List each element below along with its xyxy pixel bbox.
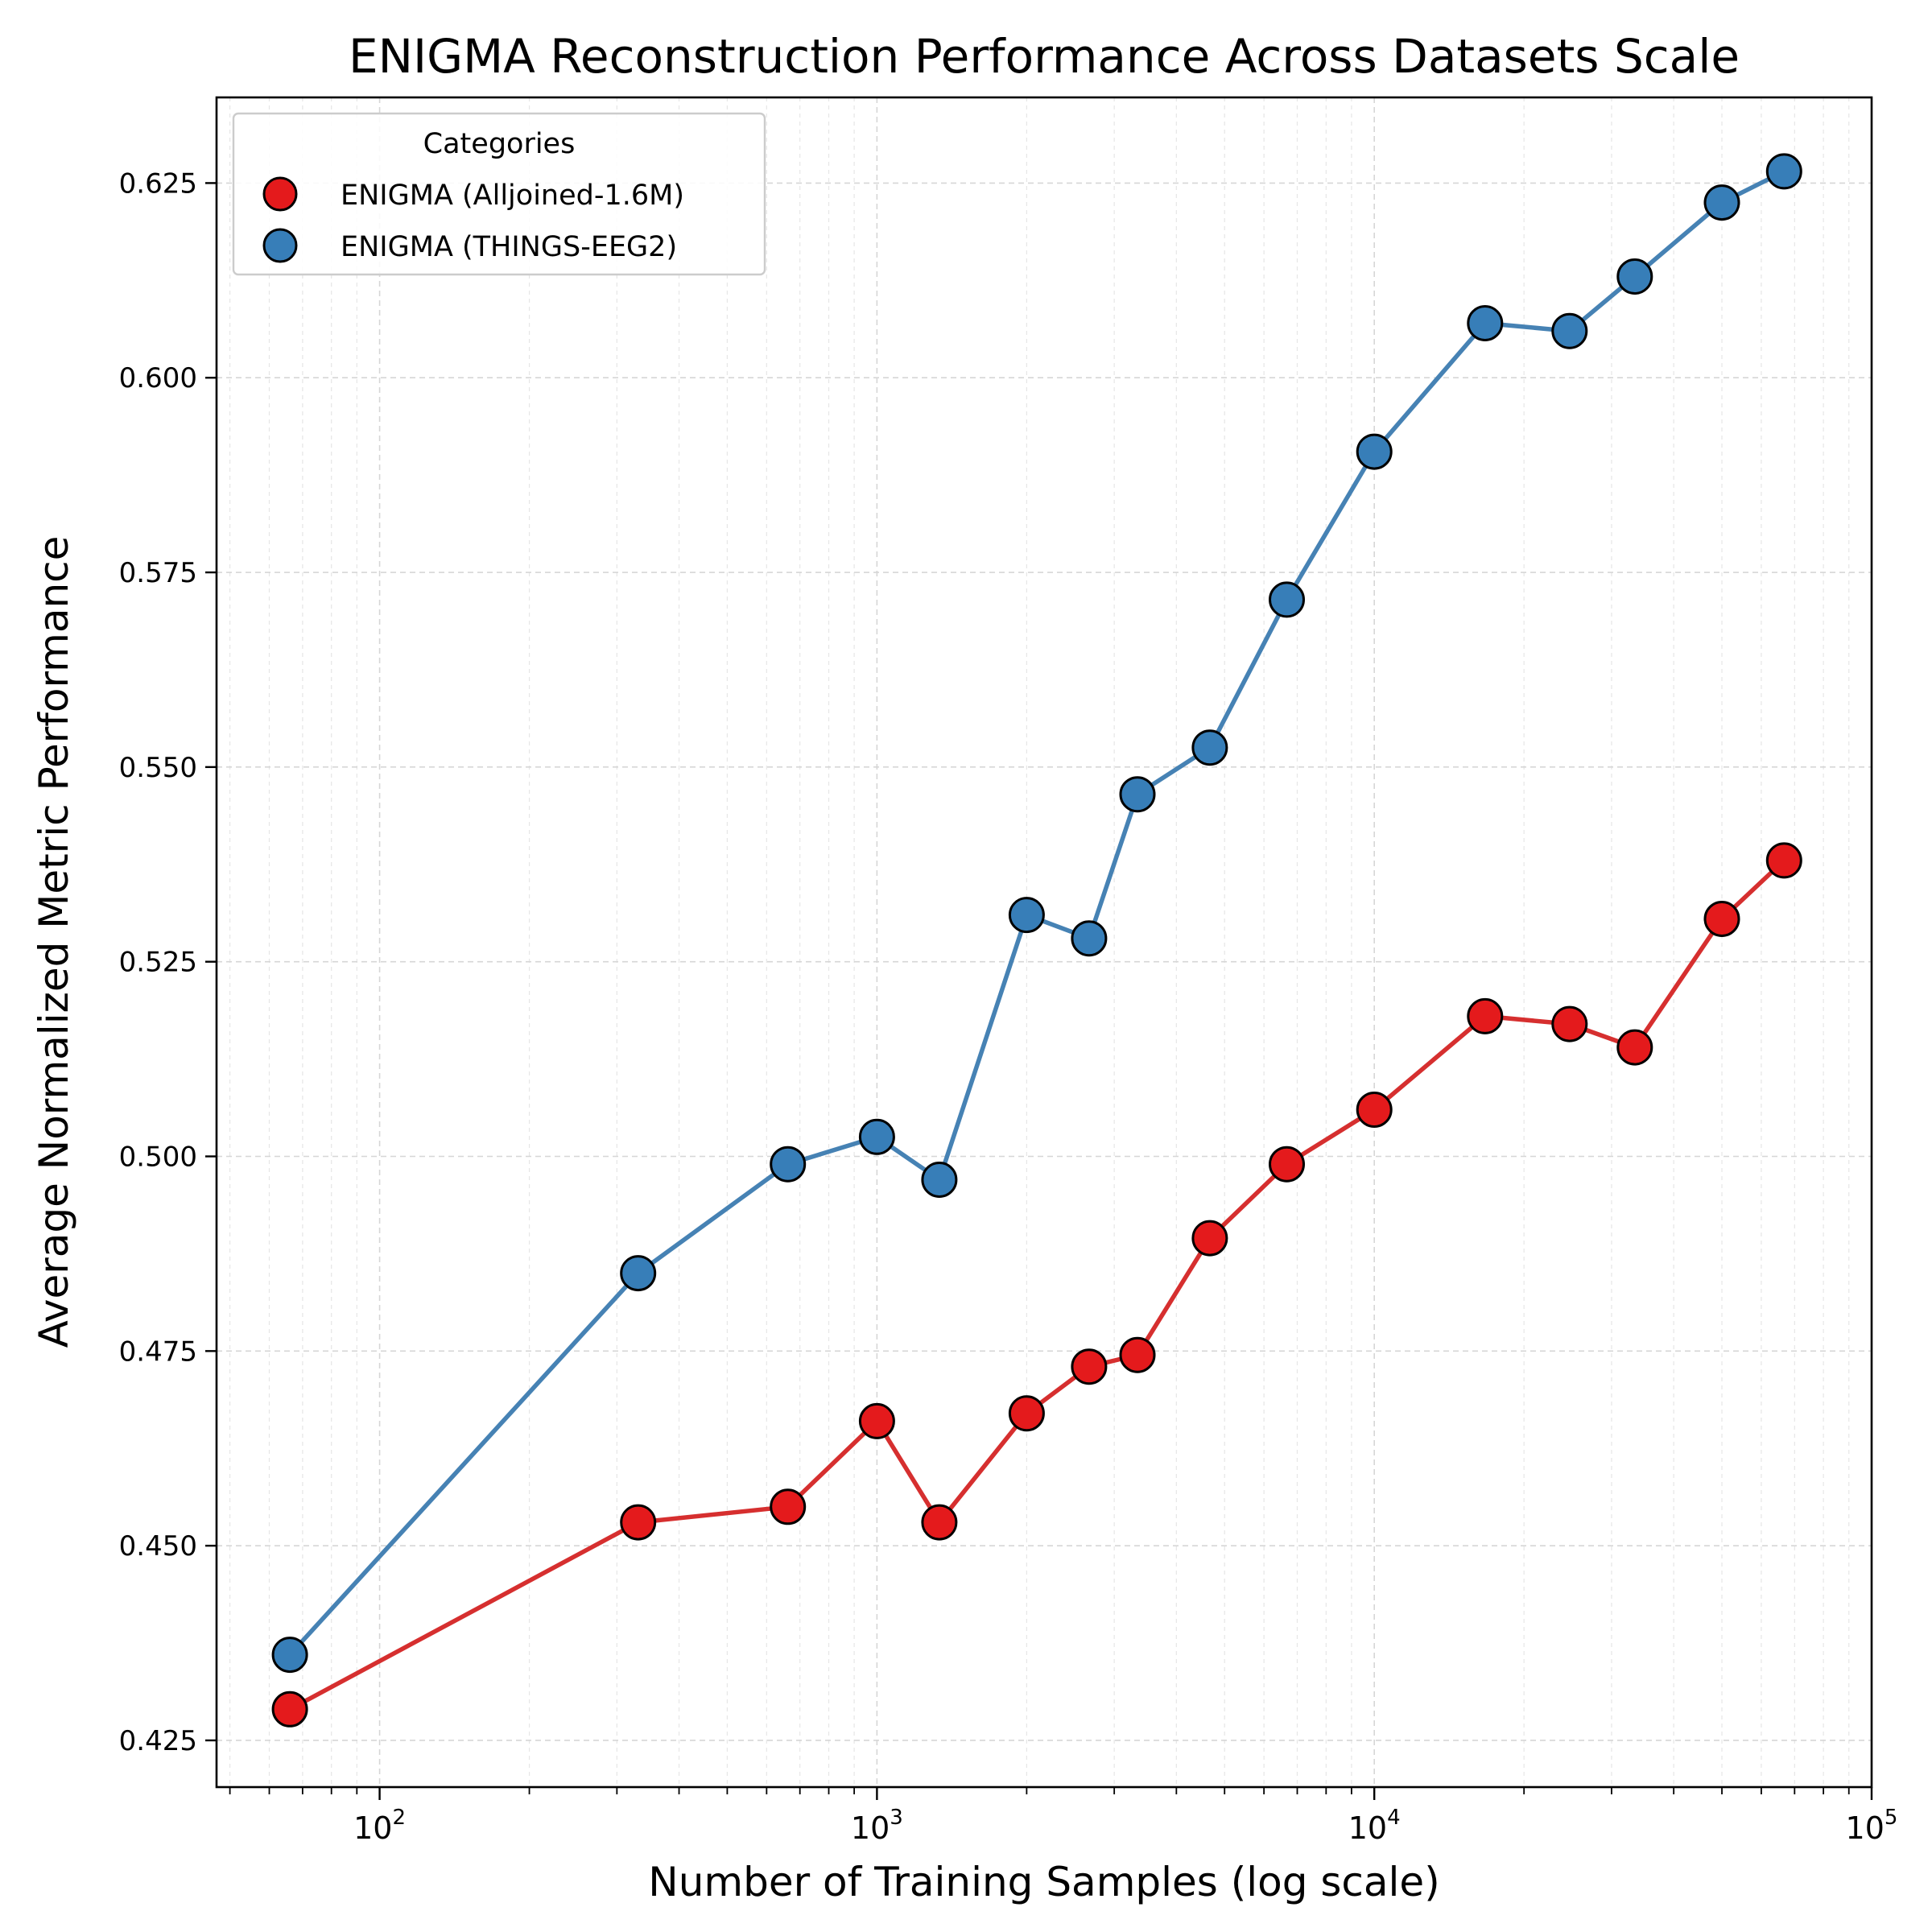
x-tick-label: 103 xyxy=(851,1806,903,1846)
series-line-1 xyxy=(288,169,1785,1657)
data-point-1 xyxy=(1119,776,1156,813)
data-point-1 xyxy=(620,1255,657,1292)
legend-marker-things xyxy=(262,228,298,263)
legend-box xyxy=(232,112,766,276)
data-point-0 xyxy=(1356,1092,1393,1128)
data-point-0 xyxy=(921,1504,958,1541)
data-point-1 xyxy=(921,1162,958,1198)
data-point-0 xyxy=(1616,1029,1653,1066)
legend-entry-alljoined: ENIGMA (Alljoined-1.6M) xyxy=(341,180,684,212)
data-point-0 xyxy=(1119,1336,1156,1373)
data-point-0 xyxy=(858,1402,895,1439)
data-point-0 xyxy=(620,1504,657,1541)
legend-marker-alljoined xyxy=(262,176,298,212)
data-point-0 xyxy=(1191,1220,1228,1257)
data-point-1 xyxy=(858,1118,895,1155)
x-tick-label: 104 xyxy=(1348,1806,1401,1846)
y-tick-label: 0.600 xyxy=(119,362,197,394)
data-point-1 xyxy=(1269,581,1305,618)
y-tick-label: 0.450 xyxy=(119,1530,197,1563)
data-point-0 xyxy=(1551,1005,1588,1042)
axis-ticks: 102 103 104 105 0.425 0.450 0.475 0.500 0.525 0.5… xyxy=(119,167,1898,1846)
y-tick-label: 0.575 xyxy=(119,557,197,589)
grid-lines xyxy=(217,97,1872,1787)
y-tick-label: 0.500 xyxy=(119,1141,197,1174)
data-point-1 xyxy=(1765,153,1802,190)
data-point-0 xyxy=(1269,1146,1305,1183)
data-point-1 xyxy=(1071,920,1108,957)
x-tick-label: 105 xyxy=(1846,1806,1898,1846)
data-point-1 xyxy=(1551,312,1588,349)
data-point-0 xyxy=(1765,842,1802,879)
y-axis-label: Average Normalized Metric Performance xyxy=(31,536,77,1348)
data-point-1 xyxy=(1703,184,1740,221)
data-point-1 xyxy=(271,1637,308,1674)
data-point-0 xyxy=(770,1488,807,1525)
legend: Categories ENIGMA (Alljoined-1.6M) ENIGM… xyxy=(232,112,766,276)
legend-entry-things: ENIGMA (THINGS-EEG2) xyxy=(341,231,677,263)
data-point-0 xyxy=(1071,1348,1108,1385)
data-point-1 xyxy=(1467,305,1504,341)
legend-title: Categories xyxy=(423,128,576,160)
series-layer xyxy=(271,153,1802,1728)
data-point-0 xyxy=(1008,1395,1045,1432)
data-point-0 xyxy=(1703,901,1740,937)
plot-frame xyxy=(215,96,1873,1789)
data-point-1 xyxy=(1356,433,1393,470)
data-point-0 xyxy=(271,1690,308,1728)
data-point-1 xyxy=(1616,258,1653,295)
series-line-0 xyxy=(288,858,1786,1711)
chart-title: ENIGMA Reconstruction Performance Across… xyxy=(349,29,1740,84)
data-point-0 xyxy=(1467,997,1504,1034)
y-tick-label: 0.525 xyxy=(119,947,197,979)
y-tick-label: 0.625 xyxy=(119,167,197,200)
data-point-1 xyxy=(1008,897,1045,934)
y-tick-label: 0.475 xyxy=(119,1335,197,1368)
y-tick-label: 0.425 xyxy=(119,1725,197,1757)
y-tick-label: 0.550 xyxy=(119,752,197,784)
data-point-1 xyxy=(1191,729,1228,766)
data-point-1 xyxy=(770,1146,807,1183)
x-axis-label: Number of Training Samples (log scale) xyxy=(648,1859,1439,1905)
x-tick-label: 102 xyxy=(353,1806,406,1846)
